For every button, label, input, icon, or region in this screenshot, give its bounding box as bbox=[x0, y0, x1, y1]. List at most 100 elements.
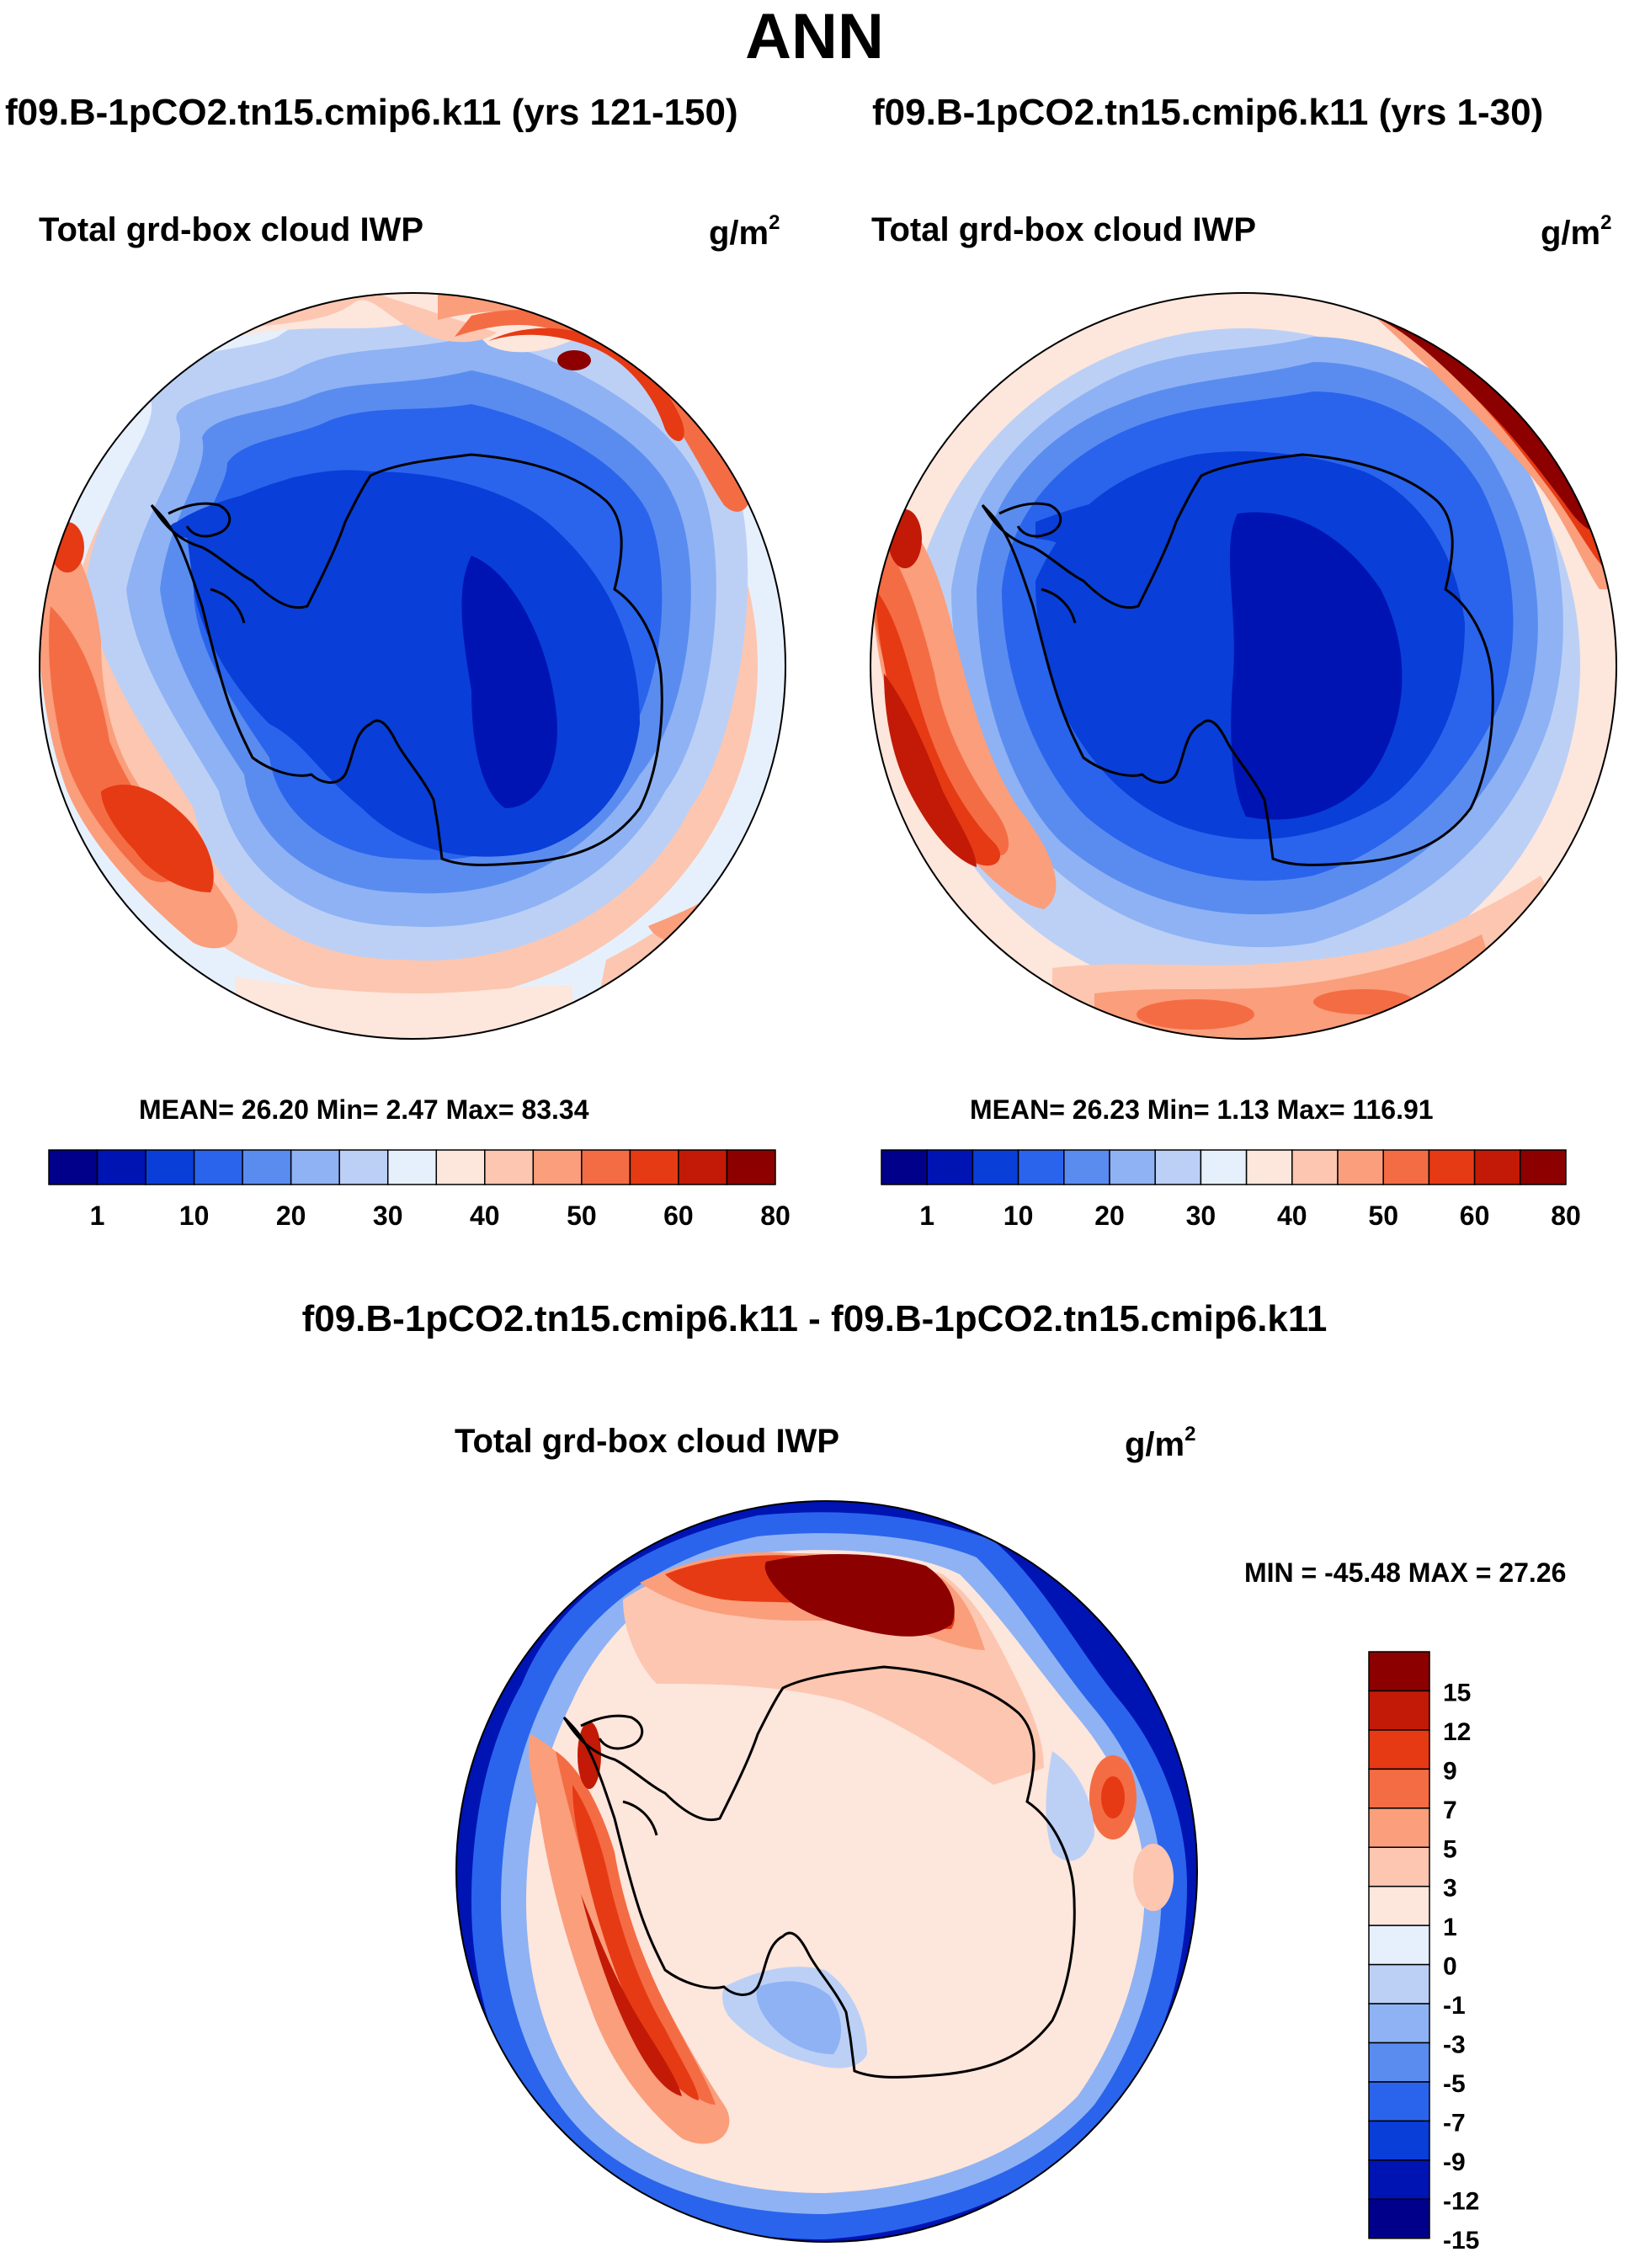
difference-map-boundary bbox=[455, 1500, 1198, 2243]
panel-1-colorbar: 1 10 20 30 40 50 60 80 bbox=[48, 1149, 791, 1231]
difference-colorbar-swatch bbox=[1368, 1651, 1430, 1692]
panel-1-colorbar-swatch bbox=[48, 1149, 98, 1185]
difference-colorbar-tick-label: -7 bbox=[1443, 2109, 1466, 2137]
difference-colorbar-tick-label: 3 bbox=[1443, 1875, 1457, 1903]
panel-1-variable-label: Total grd-box cloud IWP bbox=[39, 211, 423, 248]
panel-1-colorbar-swatch bbox=[145, 1149, 195, 1185]
panel-1-colorbar-swatch bbox=[581, 1149, 631, 1185]
panel-2-colorbar-swatch bbox=[1245, 1149, 1293, 1185]
difference-colorbar-swatch bbox=[1368, 1768, 1430, 1809]
difference-colorbar-tick-label: 5 bbox=[1443, 1835, 1457, 1863]
difference-colorbar-swatch bbox=[1368, 2003, 1430, 2044]
panel-2-colorbar-tick-label: 20 bbox=[1094, 1201, 1125, 1231]
panel-1-colorbar-tick-label: 80 bbox=[760, 1201, 791, 1231]
panel-2-colorbar-swatch bbox=[1520, 1149, 1567, 1185]
panel-1-antarctica-coastline bbox=[150, 453, 663, 866]
panel-1-colorbar-swatch bbox=[193, 1149, 243, 1185]
panel-2-map-boundary bbox=[870, 292, 1617, 1040]
difference-colorbar-tick-label: 7 bbox=[1443, 1797, 1457, 1824]
panel-1-colorbar-swatch bbox=[435, 1149, 486, 1185]
panel-2-colorbar-swatch bbox=[926, 1149, 974, 1185]
panel-2-colorbar-tick-label: 80 bbox=[1551, 1201, 1581, 1231]
panel-1-units: g/m2 bbox=[709, 211, 780, 252]
difference-colorbar-tick-label: 12 bbox=[1443, 1718, 1471, 1746]
panel-2-colorbar-swatch bbox=[1473, 1149, 1521, 1185]
panel-1-case-title: f09.B-1pCO2.tn15.cmip6.k11 (yrs 121-150) bbox=[5, 92, 738, 133]
difference-variable-label: Total grd-box cloud IWP bbox=[455, 1423, 839, 1460]
panel-2-colorbar: 1 10 20 30 40 50 60 80 bbox=[881, 1149, 1581, 1231]
difference-colorbar-swatch bbox=[1368, 1690, 1430, 1731]
figure-title: ANN bbox=[745, 1, 884, 72]
panel-1-map-boundary bbox=[39, 292, 786, 1040]
difference-colorbar-swatch bbox=[1368, 2120, 1430, 2161]
panel-1-colorbar-swatch bbox=[96, 1149, 146, 1185]
difference-colorbar-tick-label: 1 bbox=[1443, 1914, 1457, 1941]
panel-1-colorbar-tick-label: 20 bbox=[276, 1201, 306, 1231]
panel-2-colorbar-tick-label: 10 bbox=[1003, 1201, 1034, 1231]
panel-2-stats: MEAN= 26.23 Min= 1.13 Max= 116.91 bbox=[970, 1094, 1434, 1125]
difference-colorbar-swatch bbox=[1368, 1729, 1430, 1770]
panel-2-colorbar-swatch bbox=[881, 1149, 928, 1185]
panel-1-colorbar-swatch bbox=[290, 1149, 340, 1185]
panel-2-colorbar-tick-label: 40 bbox=[1277, 1201, 1307, 1231]
panel-2-colorbar-tick-label: 30 bbox=[1186, 1201, 1216, 1231]
panel-1-colorbar-swatch bbox=[386, 1149, 438, 1185]
panel-2-colorbar-swatch bbox=[1017, 1149, 1065, 1185]
panel-2-colorbar-swatch bbox=[1063, 1149, 1110, 1185]
difference-colorbar-swatch bbox=[1368, 2159, 1430, 2201]
panel-2-colorbar-swatch bbox=[1382, 1149, 1430, 1185]
difference-colorbar-tick-label: -3 bbox=[1443, 2031, 1466, 2059]
difference-min-max: MIN = -45.48 MAX = 27.26 bbox=[1244, 1557, 1567, 1588]
difference-colorbar: 15 12 9 7 5 3 1 0 -1 -3 -5 -7 -9 -12 -15 bbox=[1368, 1651, 1479, 2255]
panel-1-colorbar-swatch bbox=[532, 1149, 583, 1185]
difference-colorbar-swatch bbox=[1368, 2042, 1430, 2083]
panel-2-colorbar-tick-label: 1 bbox=[919, 1201, 934, 1231]
panel-1-colorbar-tick-label: 1 bbox=[90, 1201, 105, 1231]
panel-2-variable-label: Total grd-box cloud IWP bbox=[871, 211, 1256, 248]
difference-colorbar-tick-label: 15 bbox=[1443, 1679, 1471, 1706]
panel-1-colorbar-swatch bbox=[678, 1149, 728, 1185]
panel-2-colorbar-tick-label: 60 bbox=[1460, 1201, 1490, 1231]
panel-1-colorbar-swatch bbox=[726, 1149, 776, 1185]
panel-2-colorbar-swatch bbox=[1291, 1149, 1339, 1185]
panel-2-colorbar-swatch bbox=[1154, 1149, 1202, 1185]
difference-colorbar-swatch bbox=[1368, 1846, 1430, 1887]
panel-2-units: g/m2 bbox=[1541, 211, 1612, 252]
panel-1-colorbar-tick-label: 40 bbox=[470, 1201, 500, 1231]
panel-2-colorbar-swatch bbox=[1428, 1149, 1476, 1185]
panel-1-colorbar-tick-label: 30 bbox=[373, 1201, 403, 1231]
panel-1-colorbar-swatch bbox=[242, 1149, 292, 1185]
panel-2-colorbar-tick-label: 50 bbox=[1368, 1201, 1398, 1231]
difference-antarctica-coastline bbox=[562, 1665, 1076, 2079]
panel-1-stats: MEAN= 26.20 Min= 2.47 Max= 83.34 bbox=[139, 1094, 589, 1125]
difference-colorbar-tick-label: -1 bbox=[1443, 1992, 1466, 2020]
difference-colorbar-swatch bbox=[1368, 1885, 1430, 1926]
difference-colorbar-swatch bbox=[1368, 1963, 1430, 2004]
panel-1-colorbar-swatch bbox=[629, 1149, 679, 1185]
panel-1-colorbar-swatch bbox=[484, 1149, 535, 1185]
difference-colorbar-tick-label: -5 bbox=[1443, 2070, 1466, 2098]
panel-1-colorbar-swatch bbox=[338, 1149, 389, 1185]
panel-2-colorbar-swatch bbox=[1109, 1149, 1156, 1185]
difference-units: g/m2 bbox=[1125, 1423, 1196, 1463]
difference-colorbar-tick-label: -9 bbox=[1443, 2148, 1466, 2176]
difference-colorbar-tick-label: -12 bbox=[1443, 2187, 1479, 2215]
difference-colorbar-swatch bbox=[1368, 2081, 1430, 2122]
difference-colorbar-tick-label: 0 bbox=[1443, 1953, 1457, 1981]
panel-2-colorbar-swatch bbox=[1200, 1149, 1248, 1185]
difference-colorbar-tick-label: 9 bbox=[1443, 1757, 1457, 1785]
panel-2-map bbox=[870, 293, 1616, 1039]
panel-2-colorbar-swatch bbox=[1337, 1149, 1384, 1185]
difference-colorbar-swatch bbox=[1368, 1807, 1430, 1849]
difference-colorbar-tick-label: -15 bbox=[1443, 2227, 1479, 2255]
panel-1-colorbar-tick-label: 50 bbox=[567, 1201, 597, 1231]
panel-2-colorbar-swatch bbox=[972, 1149, 1019, 1185]
panel-1-map bbox=[40, 293, 785, 1039]
panel-1-colorbar-tick-label: 60 bbox=[663, 1201, 694, 1231]
difference-colorbar-swatch bbox=[1368, 1925, 1430, 1966]
difference-title: f09.B-1pCO2.tn15.cmip6.k11 - f09.B-1pCO2… bbox=[301, 1298, 1328, 1339]
panel-1-colorbar-tick-label: 10 bbox=[179, 1201, 210, 1231]
panel-2-antarctica-coastline bbox=[981, 453, 1494, 866]
difference-colorbar-swatch bbox=[1368, 2198, 1430, 2239]
